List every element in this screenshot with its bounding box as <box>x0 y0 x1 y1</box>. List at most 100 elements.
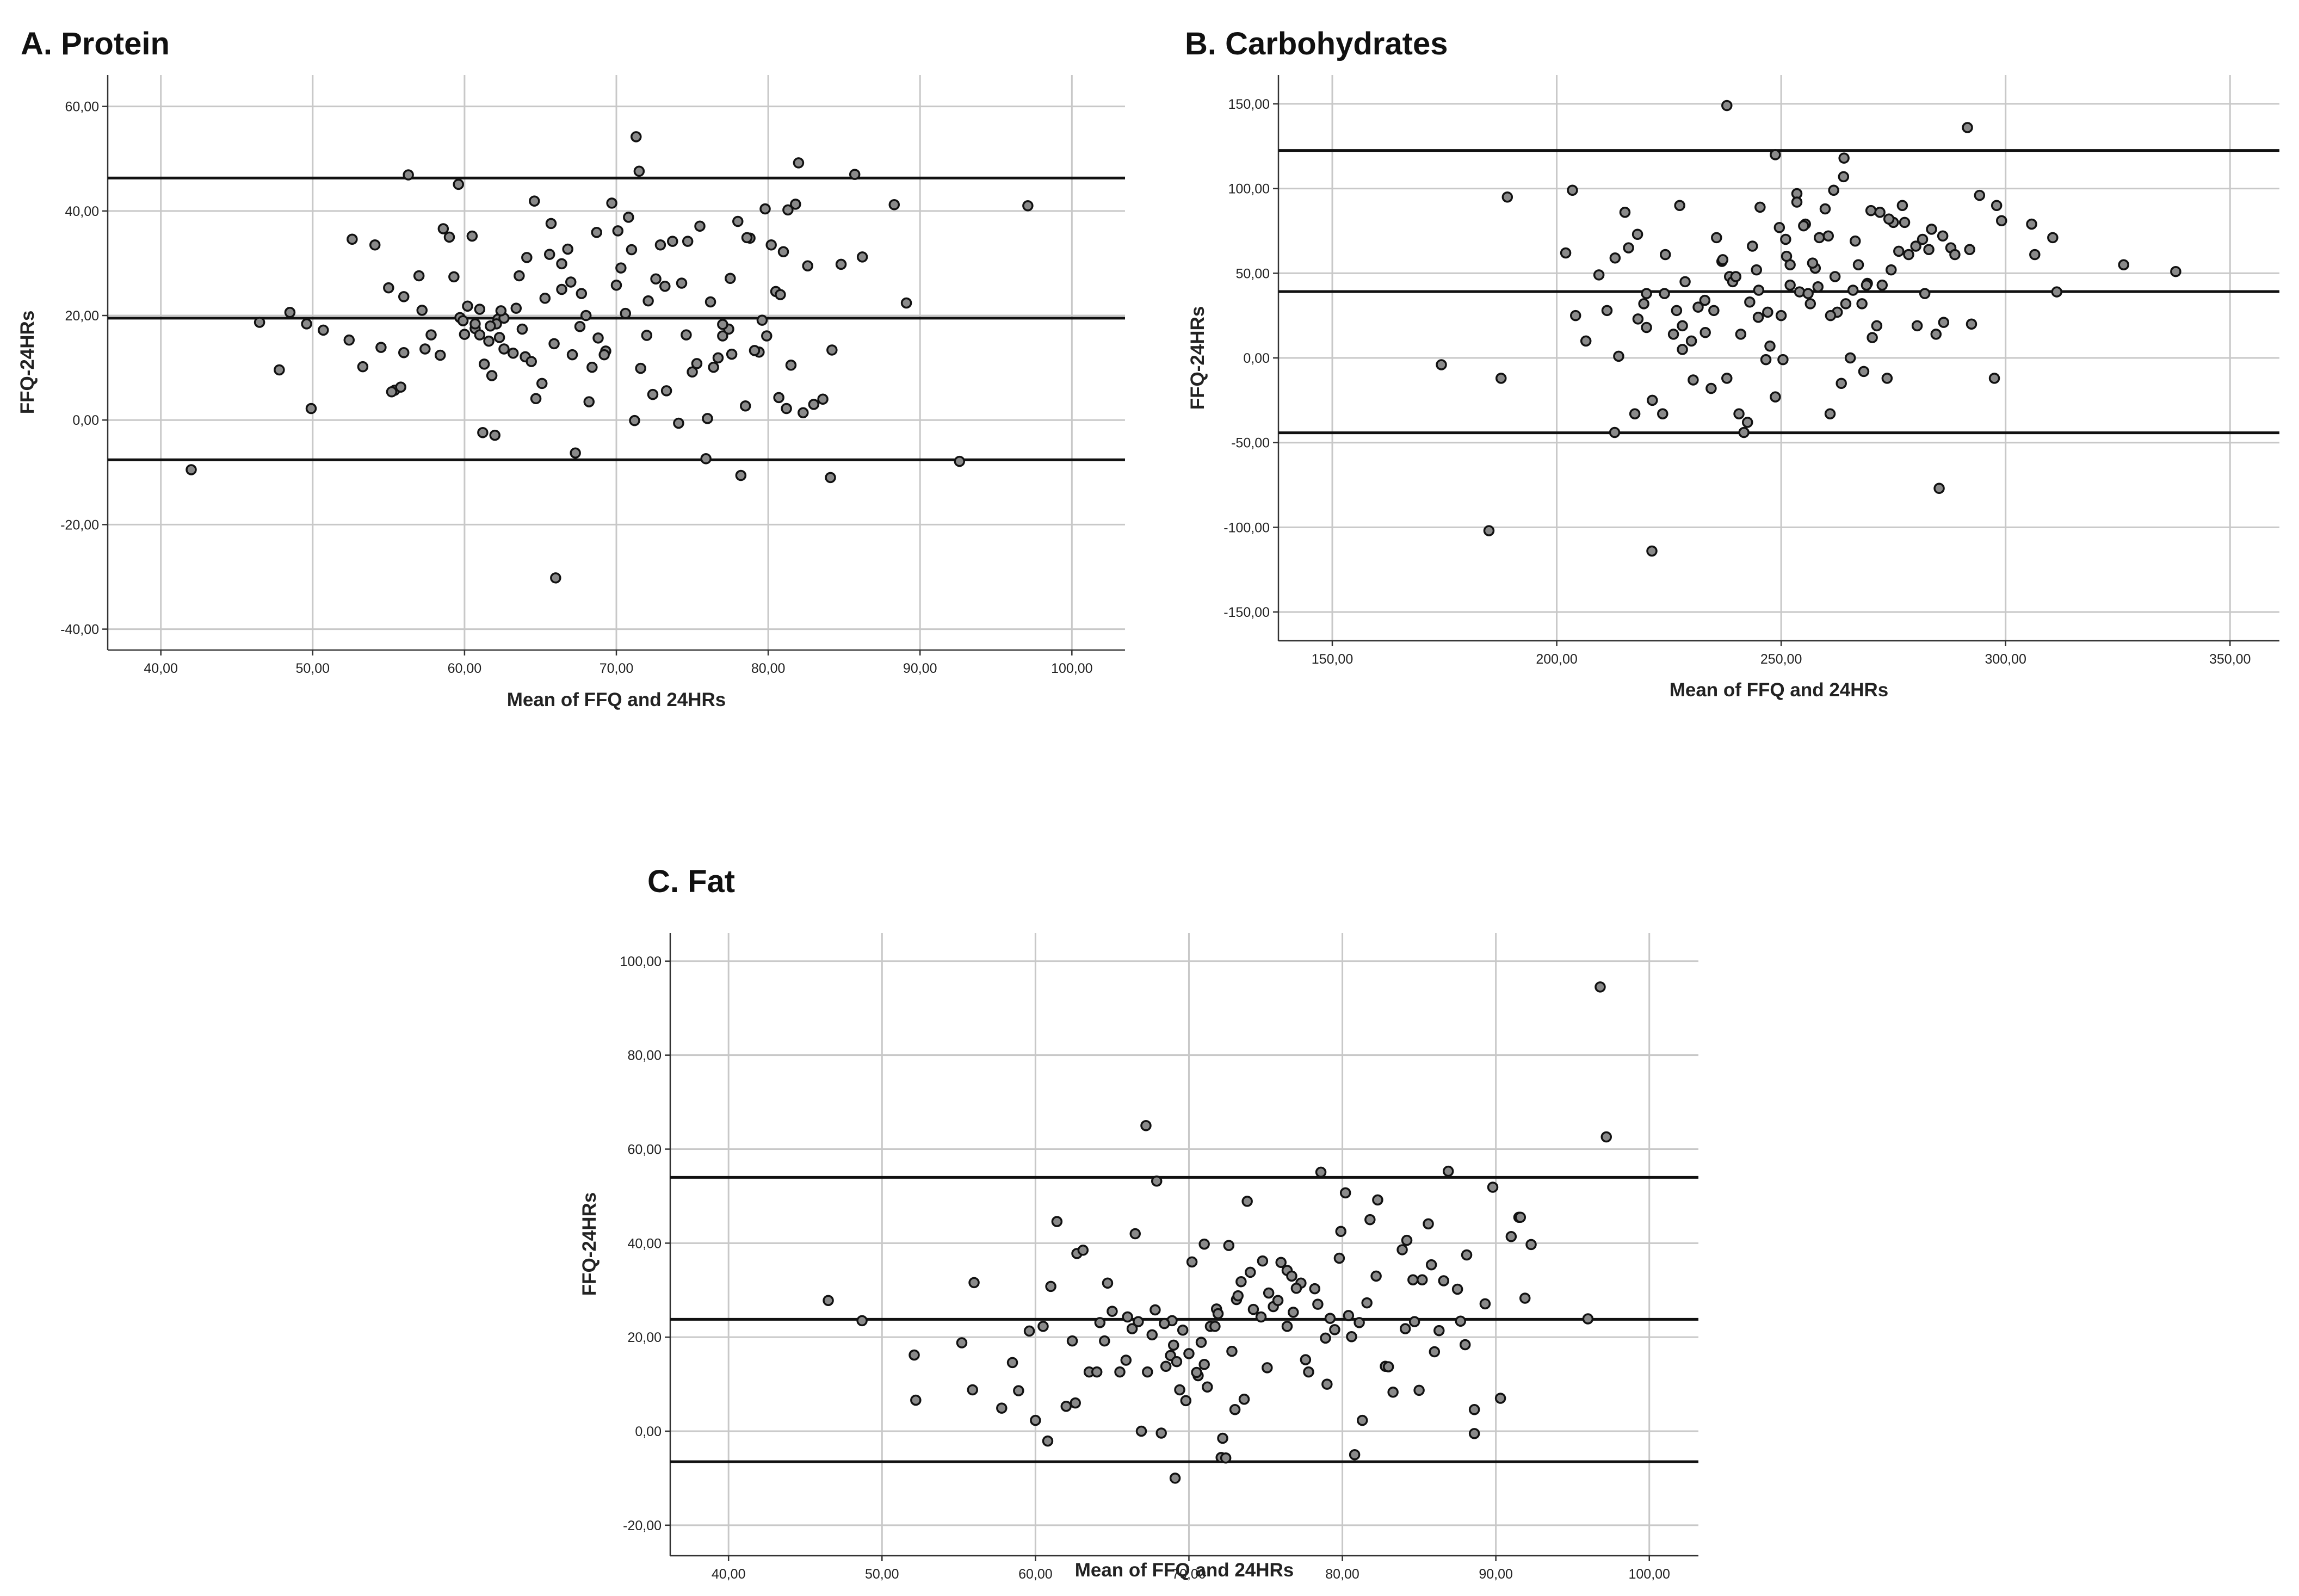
data-point <box>1641 288 1652 299</box>
data-point <box>483 335 495 347</box>
data-point <box>2047 232 2059 244</box>
data-point <box>726 348 738 360</box>
data-point <box>1241 1196 1253 1207</box>
data-point <box>566 349 578 361</box>
data-point <box>996 1402 1008 1414</box>
y-tick-label: 0,00 <box>635 1424 662 1439</box>
data-point <box>1114 1366 1126 1378</box>
data-point <box>486 370 498 381</box>
data-point <box>1850 235 1861 247</box>
data-point <box>437 223 449 234</box>
data-point <box>717 319 728 330</box>
x-tick-label: 90,00 <box>903 661 937 676</box>
data-point <box>1455 1315 1467 1327</box>
data-point <box>1807 257 1819 269</box>
data-point <box>1321 1378 1333 1390</box>
data-point <box>1814 232 1825 244</box>
data-point <box>1822 230 1834 242</box>
data-point <box>759 203 771 215</box>
data-point <box>1212 1308 1224 1320</box>
data-point <box>626 244 638 256</box>
data-point <box>591 226 602 238</box>
data-point <box>462 300 473 312</box>
x-tick-label: 90,00 <box>1479 1567 1513 1582</box>
data-point <box>469 318 481 330</box>
data-point <box>790 199 801 210</box>
data-point <box>1309 1283 1321 1295</box>
data-point <box>457 315 469 326</box>
data-point <box>1988 373 2000 384</box>
data-point <box>550 572 561 584</box>
data-point <box>1861 279 1872 291</box>
data-point <box>954 455 966 467</box>
data-point <box>434 349 446 361</box>
data-point <box>1677 320 1688 332</box>
y-tick-label: 0,00 <box>1243 351 1270 366</box>
data-point <box>1595 981 1606 993</box>
data-point <box>1567 184 1578 196</box>
data-point <box>1198 1359 1210 1370</box>
data-point <box>1930 329 1942 340</box>
data-point <box>1382 1361 1394 1372</box>
data-point <box>1747 240 1758 252</box>
data-point <box>1479 1298 1491 1310</box>
y-tick-label: 40,00 <box>65 204 99 219</box>
data-point <box>1335 1226 1346 1237</box>
data-point <box>477 427 489 438</box>
y-axis-label: FFQ-24HRs <box>17 311 38 415</box>
data-point <box>1828 184 1839 196</box>
data-point <box>495 305 507 317</box>
x-tick-label: 300,00 <box>1985 652 2026 667</box>
data-point <box>660 385 672 397</box>
data-point <box>1679 276 1691 288</box>
data-point <box>485 320 496 332</box>
data-point <box>1483 525 1495 536</box>
data-point <box>1091 1366 1103 1378</box>
y-tick-label: 60,00 <box>627 1142 662 1158</box>
data-point <box>583 396 595 407</box>
panel-title: C. Fat <box>647 864 735 899</box>
data-point <box>1329 1324 1340 1335</box>
data-point <box>543 249 555 260</box>
data-point <box>1107 1306 1118 1317</box>
data-point <box>785 360 797 371</box>
data-point <box>1829 271 1841 282</box>
x-tick-label: 80,00 <box>1325 1567 1359 1582</box>
data-point <box>1791 196 1803 208</box>
data-point <box>1692 301 1704 313</box>
data-point <box>1699 327 1711 338</box>
data-point <box>856 251 868 263</box>
data-point <box>1667 329 1679 340</box>
data-point <box>478 358 490 370</box>
data-point <box>1094 1317 1106 1328</box>
y-tick-label: 150,00 <box>1228 97 1270 112</box>
data-point <box>1619 206 1631 218</box>
data-point <box>536 378 548 389</box>
data-point <box>1102 1277 1114 1289</box>
data-point <box>369 239 381 251</box>
data-point <box>1764 340 1776 352</box>
data-point <box>474 329 486 341</box>
data-point <box>1320 1332 1331 1344</box>
data-point <box>1836 378 1847 389</box>
data-point <box>606 197 617 209</box>
data-point <box>556 258 567 270</box>
data-point <box>610 280 622 291</box>
data-point <box>1812 281 1824 293</box>
data-point <box>1022 200 1034 212</box>
data-point <box>1609 252 1621 264</box>
data-point <box>775 289 786 300</box>
y-tick-label: -100,00 <box>1223 520 1270 535</box>
data-point <box>633 165 645 177</box>
data-point <box>682 236 694 247</box>
data-point <box>1229 1403 1241 1415</box>
data-point <box>1186 1256 1198 1268</box>
data-point <box>642 295 654 307</box>
data-point <box>318 324 329 336</box>
x-tick-label: 50,00 <box>296 661 330 676</box>
data-point <box>548 338 560 350</box>
data-point <box>1896 200 1908 212</box>
data-point <box>1494 1393 1506 1404</box>
chart-panel-1: B. Carbohydrates 150,00 200,00 250,00 300,00… <box>1185 26 2279 701</box>
data-point <box>1883 213 1895 225</box>
